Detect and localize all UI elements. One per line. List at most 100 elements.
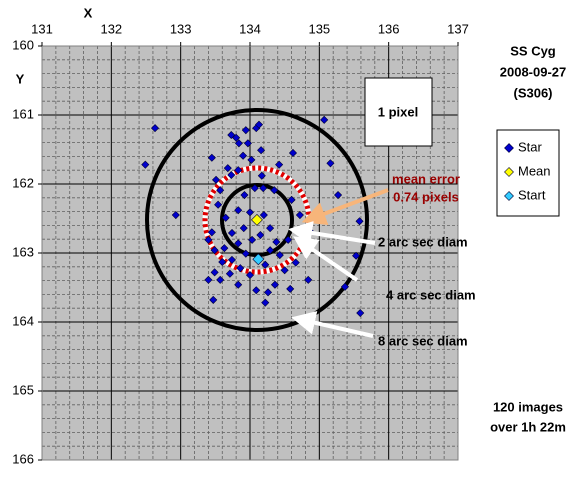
point: [270, 186, 279, 195]
point: [207, 153, 216, 162]
y-tick-label: 162: [12, 175, 34, 190]
point: [209, 295, 218, 304]
point: [264, 288, 273, 297]
y-tick-label: 161: [12, 106, 34, 121]
legend-label: Start: [518, 187, 546, 202]
x-tick-label: 134: [239, 21, 261, 36]
title-line: 2008-09-27: [500, 64, 567, 79]
point: [207, 228, 216, 237]
point: [239, 151, 248, 160]
legend-swatch: [504, 191, 514, 201]
point: [234, 166, 243, 175]
arrow-8-arcsec: [291, 310, 374, 338]
point: [171, 211, 180, 220]
y-axis-label: Y: [16, 71, 25, 86]
mean-error-arrow: [301, 188, 389, 226]
point: [241, 249, 250, 258]
point: [291, 258, 300, 267]
point: [245, 208, 255, 217]
point: [204, 275, 213, 284]
y-tick-label: 164: [12, 313, 34, 328]
footer-note: over 1h 22m: [490, 419, 566, 434]
point: [232, 133, 241, 142]
point: [266, 224, 275, 233]
arrow-4-arcsec: [293, 236, 359, 282]
circle-label: 8 arc sec diam: [378, 333, 468, 348]
point: [245, 271, 255, 280]
point: [259, 211, 268, 220]
points: [141, 115, 365, 318]
circle-8-arcsec: [145, 108, 369, 332]
mean-error-label: mean error: [392, 171, 460, 186]
y-tick-label: 165: [12, 382, 34, 397]
point: [247, 155, 256, 164]
point: [141, 160, 150, 169]
point: [252, 253, 265, 266]
point: [275, 160, 284, 169]
point: [287, 195, 296, 204]
point: [214, 200, 223, 209]
point: [221, 213, 230, 222]
point: [355, 217, 364, 226]
point: [259, 184, 268, 193]
point: [239, 224, 248, 233]
point: [261, 298, 270, 307]
legend-label: Mean: [518, 163, 551, 178]
x-tick-label: 132: [100, 21, 122, 36]
point: [234, 139, 243, 148]
arrow-2-arcsec: [288, 221, 376, 245]
point: [248, 235, 257, 244]
point: [288, 148, 298, 157]
point: [254, 120, 264, 129]
circle-label: 2 arc sec diam: [378, 234, 468, 249]
point: [218, 257, 227, 266]
legend-label: Star: [518, 139, 543, 154]
point: [234, 206, 243, 215]
point: [334, 191, 343, 200]
point: [236, 264, 245, 273]
point: [234, 239, 243, 248]
point: [270, 280, 279, 289]
point: [234, 280, 243, 289]
point: [250, 184, 259, 193]
point: [266, 246, 275, 255]
point: [356, 309, 365, 318]
point: [261, 260, 270, 269]
mean-error-value: 0.74 pixels: [393, 189, 459, 204]
point: [257, 171, 266, 180]
x-axis-label: X: [84, 5, 93, 20]
point: [227, 171, 236, 180]
footer-note: 120 images: [493, 399, 563, 414]
legend: Star Mean Start: [496, 129, 560, 217]
point: [257, 146, 266, 155]
point: [326, 159, 335, 168]
x-tick-label: 133: [170, 21, 192, 36]
legend-swatch: [504, 143, 514, 153]
point: [220, 244, 229, 253]
title-line: (S306): [513, 85, 552, 100]
point: [251, 213, 263, 226]
x-tick-label: 135: [308, 21, 330, 36]
point: [304, 275, 313, 284]
point: [243, 139, 252, 148]
point: [240, 191, 249, 200]
point: [210, 246, 219, 255]
y-tick-label: 166: [12, 451, 34, 466]
point: [280, 266, 289, 275]
circle-label: 4 arc sec diam: [386, 287, 476, 302]
point: [286, 284, 295, 293]
pixel-box-label: 1 pixel: [378, 104, 418, 119]
legend-swatch: [504, 167, 514, 177]
point: [212, 175, 221, 184]
y-tick-label: 163: [12, 244, 34, 259]
y-tick-label: 160: [12, 37, 34, 52]
point: [256, 231, 265, 240]
point: [352, 251, 361, 260]
point: [241, 126, 250, 135]
x-tick-label: 137: [447, 21, 469, 36]
point: [320, 115, 329, 124]
point: [150, 124, 160, 133]
point: [227, 228, 236, 238]
point: [272, 237, 281, 246]
title-line: SS Cyg: [510, 43, 556, 58]
